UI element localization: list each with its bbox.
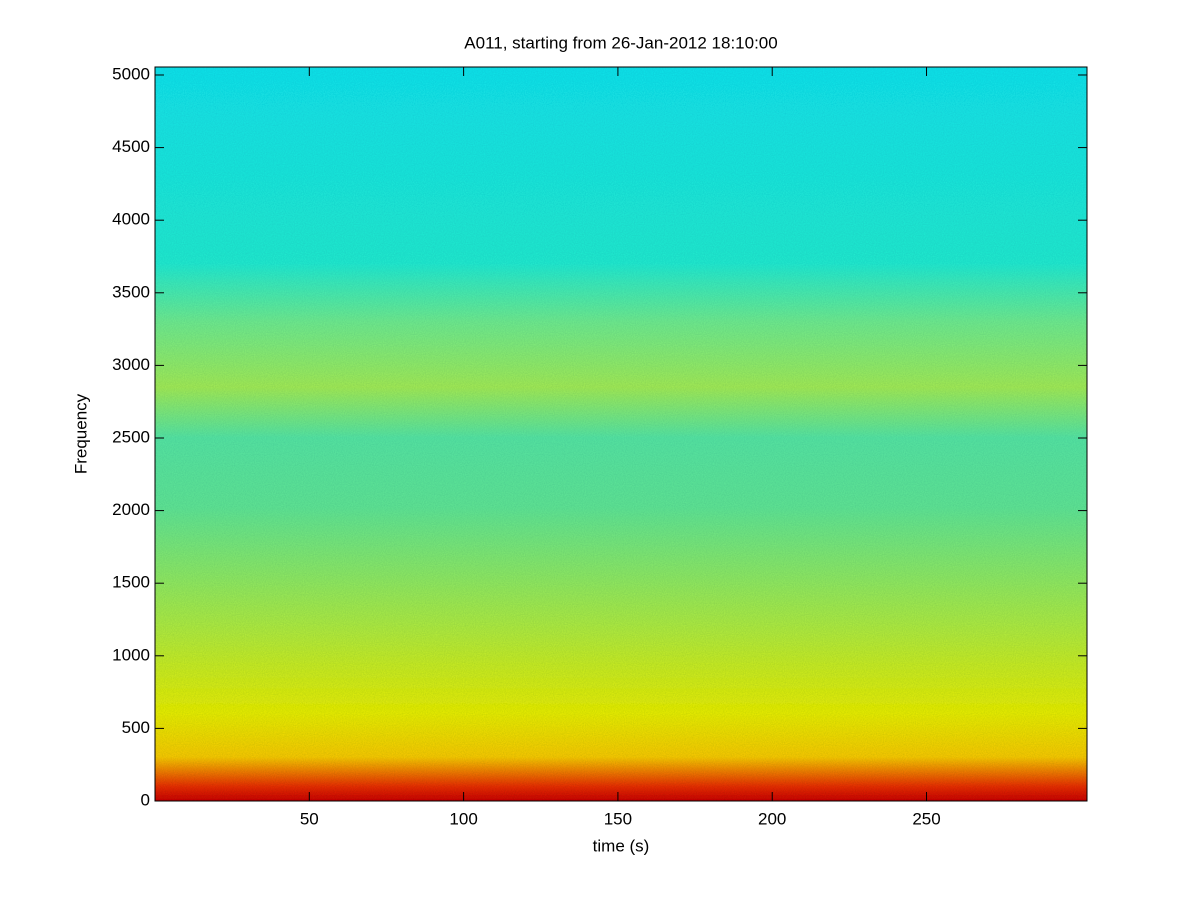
x-tick-label: 100 [449,809,477,828]
y-tick-label: 2500 [112,427,150,446]
x-tick-label: 200 [758,809,786,828]
y-tick-label: 2000 [112,500,150,519]
spectrogram-image [155,67,1087,801]
plot-frame [154,66,1088,802]
y-tick-label: 4500 [112,137,150,156]
y-tick-label: 1000 [112,645,150,664]
x-axis-label: time (s) [593,836,650,855]
x-tick-label: 50 [300,809,319,828]
y-tick-label: 500 [122,718,150,737]
y-tick-label: 1500 [112,573,150,592]
y-tick-label: 4000 [112,210,150,229]
y-axis-label: Frequency [71,393,90,474]
y-tick-label: 3000 [112,355,150,374]
x-tick-label: 150 [604,809,632,828]
y-tick-label: 3500 [112,282,150,301]
y-tick-label: 0 [141,790,150,809]
x-tick-label: 250 [912,809,940,828]
y-tick-label: 5000 [112,64,150,83]
chart-title: A011, starting from 26-Jan-2012 18:10:00 [464,33,777,52]
